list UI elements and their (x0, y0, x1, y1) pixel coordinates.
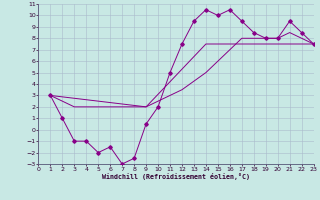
X-axis label: Windchill (Refroidissement éolien,°C): Windchill (Refroidissement éolien,°C) (102, 173, 250, 180)
